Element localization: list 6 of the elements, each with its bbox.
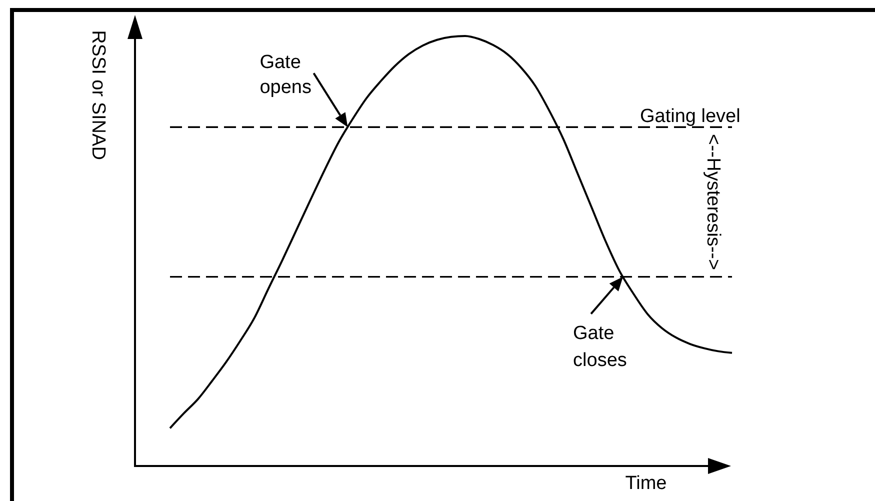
annotation: <--Hysteresis--> — [702, 134, 724, 270]
x-axis-title: Time — [625, 473, 667, 494]
ref-line-label: Gating level — [640, 106, 740, 128]
y-axis-title: RSSI or SINAD — [88, 30, 108, 160]
annotation: Gate closes — [573, 322, 627, 371]
annotation: Gate opens — [260, 52, 312, 98]
